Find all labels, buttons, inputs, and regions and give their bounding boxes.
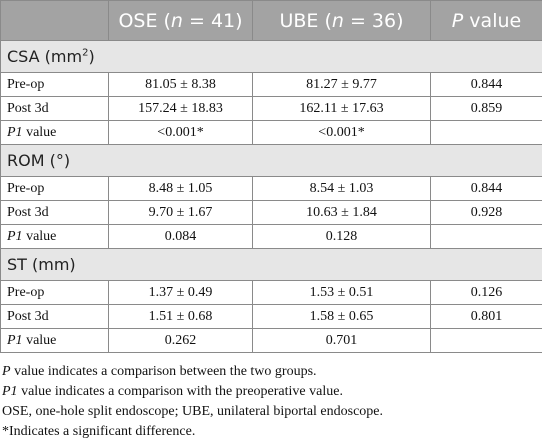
section-row: ST (mm) [0, 248, 542, 281]
header-row: OSE (n = 41) UBE (n = 36) P value [0, 0, 542, 41]
row-label: P1 value [0, 328, 109, 353]
text-run: n [331, 9, 344, 32]
header-cell: P value [430, 0, 542, 41]
value-cell: 1.58 ± 0.65 [252, 304, 431, 329]
data-row: P1 value <0.001* <0.001* [0, 120, 542, 145]
value-cell: 81.05 ± 8.38 [108, 72, 253, 97]
text-run: Post 3d [7, 204, 49, 220]
text-run: P1 [7, 124, 23, 140]
text-run: P [451, 9, 464, 32]
data-row: P1 value 0.262 0.701 [0, 328, 542, 353]
section-row: ROM (°) [0, 144, 542, 177]
row-label: Post 3d [0, 200, 109, 225]
value-cell: 0.084 [108, 224, 253, 249]
value-cell: 1.37 ± 0.49 [108, 280, 253, 305]
text-run: Post 3d [7, 100, 49, 116]
value-cell: 81.27 ± 9.77 [252, 72, 431, 97]
text-run: Pre-op [7, 180, 45, 196]
value-cell: 9.70 ± 1.67 [108, 200, 253, 225]
text-run: UBE ( [279, 9, 332, 32]
text-run: P1 [7, 332, 23, 348]
text-run: value [22, 228, 57, 244]
text-run: = 36) [343, 9, 404, 32]
data-row: Pre-op 8.48 ± 1.05 8.54 ± 1.03 0.844 [0, 176, 542, 201]
section-title: CSA (mm2) [0, 40, 542, 73]
row-label: Pre-op [0, 72, 109, 97]
value-cell: 0.262 [108, 328, 253, 353]
text-run: ) [88, 47, 95, 66]
value-cell: 0.928 [430, 200, 542, 225]
text-run: P1 [7, 228, 23, 244]
data-table: OSE (n = 41) UBE (n = 36) P value CSA (mm2… [0, 0, 542, 353]
data-row: Post 3d 9.70 ± 1.67 10.63 ± 1.84 0.928 [0, 200, 542, 225]
footnote: P1 value indicates a comparison with the… [2, 382, 542, 402]
text-run: ST (mm) [7, 255, 76, 274]
text-run: = 41) [182, 9, 243, 32]
data-row: Post 3d 157.24 ± 18.83 162.11 ± 17.63 0.859 [0, 96, 542, 121]
value-cell: 157.24 ± 18.83 [108, 96, 253, 121]
value-cell: 10.63 ± 1.84 [252, 200, 431, 225]
text-run: ROM (°) [7, 151, 71, 170]
value-cell [430, 120, 542, 145]
text-run: Pre-op [7, 76, 45, 92]
data-row: Pre-op 81.05 ± 8.38 81.27 ± 9.77 0.844 [0, 72, 542, 97]
data-row: Post 3d 1.51 ± 0.68 1.58 ± 0.65 0.801 [0, 304, 542, 329]
data-row: Pre-op 1.37 ± 0.49 1.53 ± 0.51 0.126 [0, 280, 542, 305]
header-cell [0, 0, 109, 41]
text-run: CSA (mm [7, 47, 83, 66]
value-cell: 0.801 [430, 304, 542, 329]
value-cell: 162.11 ± 17.63 [252, 96, 431, 121]
footnote: P value indicates a comparison between t… [2, 362, 542, 382]
value-cell: 0.128 [252, 224, 431, 249]
section-title: ST (mm) [0, 248, 542, 281]
row-label: P1 value [0, 224, 109, 249]
text-run: value indicates a comparison with the pr… [17, 384, 343, 399]
text-run: P1 [2, 384, 18, 399]
value-cell: 0.859 [430, 96, 542, 121]
value-cell: <0.001* [108, 120, 253, 145]
text-run: Pre-op [7, 284, 45, 300]
footnotes: P value indicates a comparison between t… [0, 362, 542, 442]
text-run: value [463, 9, 522, 32]
row-label: Pre-op [0, 176, 109, 201]
footnote: *Indicates a significant difference. [2, 422, 542, 442]
header-cell: OSE (n = 41) [108, 0, 253, 41]
text-run: OSE ( [118, 9, 171, 32]
value-cell: 0.844 [430, 176, 542, 201]
value-cell: 8.54 ± 1.03 [252, 176, 431, 201]
value-cell [430, 328, 542, 353]
text-run: Post 3d [7, 308, 49, 324]
text-run: OSE, one-hole split endoscope; UBE, unil… [2, 404, 384, 419]
text-run: n [170, 9, 183, 32]
section-row: CSA (mm2) [0, 40, 542, 73]
row-label: Post 3d [0, 96, 109, 121]
row-label: Post 3d [0, 304, 109, 329]
text-run: value indicates a comparison between the… [10, 364, 317, 379]
text-run: 2 [82, 47, 89, 59]
text-run: P [2, 364, 11, 379]
value-cell: 0.701 [252, 328, 431, 353]
text-run: *Indicates a significant difference. [2, 424, 196, 439]
text-run: value [22, 332, 57, 348]
value-cell: 1.51 ± 0.68 [108, 304, 253, 329]
row-label: P1 value [0, 120, 109, 145]
value-cell [430, 224, 542, 249]
value-cell: 1.53 ± 0.51 [252, 280, 431, 305]
row-label: Pre-op [0, 280, 109, 305]
value-cell: 8.48 ± 1.05 [108, 176, 253, 201]
data-row: P1 value 0.084 0.128 [0, 224, 542, 249]
value-cell: 0.126 [430, 280, 542, 305]
value-cell: <0.001* [252, 120, 431, 145]
value-cell: 0.844 [430, 72, 542, 97]
footnote: OSE, one-hole split endoscope; UBE, unil… [2, 402, 542, 422]
text-run: value [22, 124, 57, 140]
section-title: ROM (°) [0, 144, 542, 177]
header-cell: UBE (n = 36) [252, 0, 431, 41]
